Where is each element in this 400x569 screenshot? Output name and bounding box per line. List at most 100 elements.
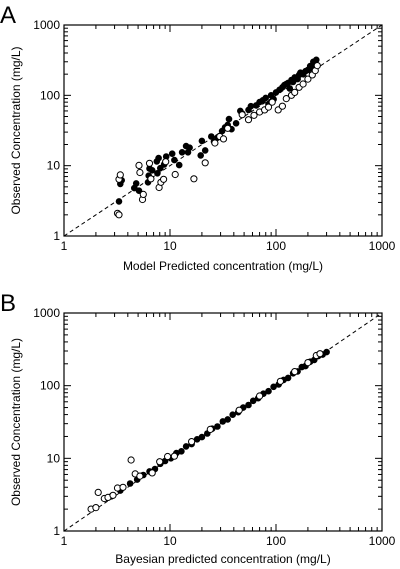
data-point-open	[304, 359, 312, 367]
data-point-open	[264, 103, 273, 111]
data-point-filled	[313, 56, 320, 64]
panel-b: B 1 10 100 1000 1 10 100 1000 Bayesian predicte…	[0, 290, 396, 566]
data-point-open	[219, 135, 228, 143]
y-tick-label: 10	[47, 451, 61, 465]
data-point-open	[116, 171, 124, 179]
data-point-filled	[182, 443, 190, 450]
data-point-open	[282, 95, 290, 103]
panel-a: A 1 10 100 1000 1 10 100 1000 Model Predicted c…	[0, 2, 396, 273]
data-point-filled	[229, 411, 236, 418]
data-point-filled	[201, 147, 209, 154]
data-point-filled	[197, 152, 204, 159]
x-tick-label: 10	[163, 239, 177, 253]
panel-b-y-axis-label: Observed Concentration (mg/L)	[9, 338, 23, 506]
data-point-filled	[135, 187, 143, 194]
data-point-open	[136, 168, 144, 177]
panel-a-label: A	[0, 2, 16, 29]
x-tick-label: 10	[163, 534, 177, 548]
data-point-filled	[208, 133, 215, 140]
y-tick-label: 1000	[33, 18, 60, 32]
data-point-open	[164, 452, 172, 461]
data-point-open	[147, 175, 155, 183]
panel-b-label: B	[0, 290, 16, 317]
data-point-open	[109, 491, 117, 499]
panel-a-x-axis-label: Model Predicted concentration (mg/L)	[123, 259, 323, 273]
data-point-filled	[178, 149, 186, 156]
data-point-filled	[224, 416, 231, 423]
data-point-open	[145, 159, 154, 167]
data-point-open	[119, 483, 127, 491]
y-tick-label: 100	[40, 379, 60, 393]
panel-b-frame	[63, 312, 383, 532]
y-tick-label: 100	[40, 88, 60, 102]
data-point-filled	[132, 180, 140, 187]
data-point-filled	[265, 387, 272, 395]
panel-b-x-axis-label: Bayesian predicted concentration (mg/L)	[115, 552, 330, 566]
y-tick-label: 1	[53, 524, 60, 538]
panel-a-frame	[63, 24, 383, 237]
data-point-filled	[175, 161, 183, 169]
data-point-filled	[286, 85, 294, 92]
data-point-filled	[155, 154, 162, 162]
data-point-open	[92, 504, 100, 512]
y-tick-label: 10	[47, 159, 61, 173]
y-tick-label: 1000	[33, 306, 60, 320]
data-point-filled	[323, 348, 330, 356]
data-point-open	[256, 392, 264, 400]
data-point-open	[136, 472, 144, 480]
x-tick-label: 1	[61, 534, 68, 548]
x-tick-label: 1	[61, 239, 68, 253]
data-point-open	[156, 458, 164, 466]
data-point-filled	[157, 164, 164, 172]
data-point-open	[115, 211, 123, 219]
data-point-filled	[198, 433, 206, 441]
data-point-open	[211, 139, 219, 147]
data-point-open	[162, 158, 170, 166]
data-point-open	[276, 377, 284, 385]
data-point-open	[304, 75, 312, 83]
data-point-open	[291, 368, 299, 376]
data-point-open	[291, 88, 299, 97]
data-point-open	[238, 111, 246, 119]
data-point-filled	[115, 198, 123, 205]
data-point-filled	[245, 401, 252, 409]
data-point-open	[244, 116, 253, 124]
data-point-filled	[270, 383, 277, 391]
data-point-filled	[249, 397, 257, 405]
data-point-open	[139, 190, 147, 198]
data-point-filled	[284, 374, 292, 382]
data-point-open	[313, 62, 321, 70]
panel-a-plot-area	[63, 24, 383, 237]
data-point-open	[190, 175, 198, 183]
data-point-filled	[154, 170, 161, 177]
data-point-open	[188, 438, 196, 446]
data-point-open	[235, 406, 243, 414]
data-point-filled	[168, 150, 176, 157]
data-point-open	[160, 175, 168, 183]
data-point-filled	[232, 120, 240, 127]
data-point-filled	[178, 448, 185, 455]
data-point-open	[135, 161, 143, 169]
panel-a-ticks: 1 10 100 1000 1 10 100 1000	[33, 18, 395, 253]
data-point-filled	[171, 156, 178, 164]
data-point-open	[148, 469, 156, 477]
data-point-open	[127, 456, 135, 464]
y-tick-label: 1	[53, 229, 60, 243]
data-point-open	[224, 124, 232, 132]
x-tick-label: 1000	[369, 534, 396, 548]
data-point-filled	[126, 480, 134, 487]
data-point-open	[170, 452, 179, 460]
data-point-filled	[214, 423, 221, 430]
panel-b-plot-area	[63, 312, 383, 532]
data-point-filled	[262, 94, 269, 102]
x-tick-label: 1000	[369, 239, 396, 253]
data-point-open	[278, 102, 286, 110]
data-point-filled	[148, 167, 156, 174]
data-point-open	[299, 80, 307, 88]
data-point-open	[268, 98, 276, 106]
x-tick-label: 100	[266, 239, 286, 253]
data-point-filled	[247, 102, 255, 110]
data-point-open	[94, 488, 102, 496]
panel-b-ticks: 1 10 100 1000 1 10 100 1000	[33, 306, 395, 548]
